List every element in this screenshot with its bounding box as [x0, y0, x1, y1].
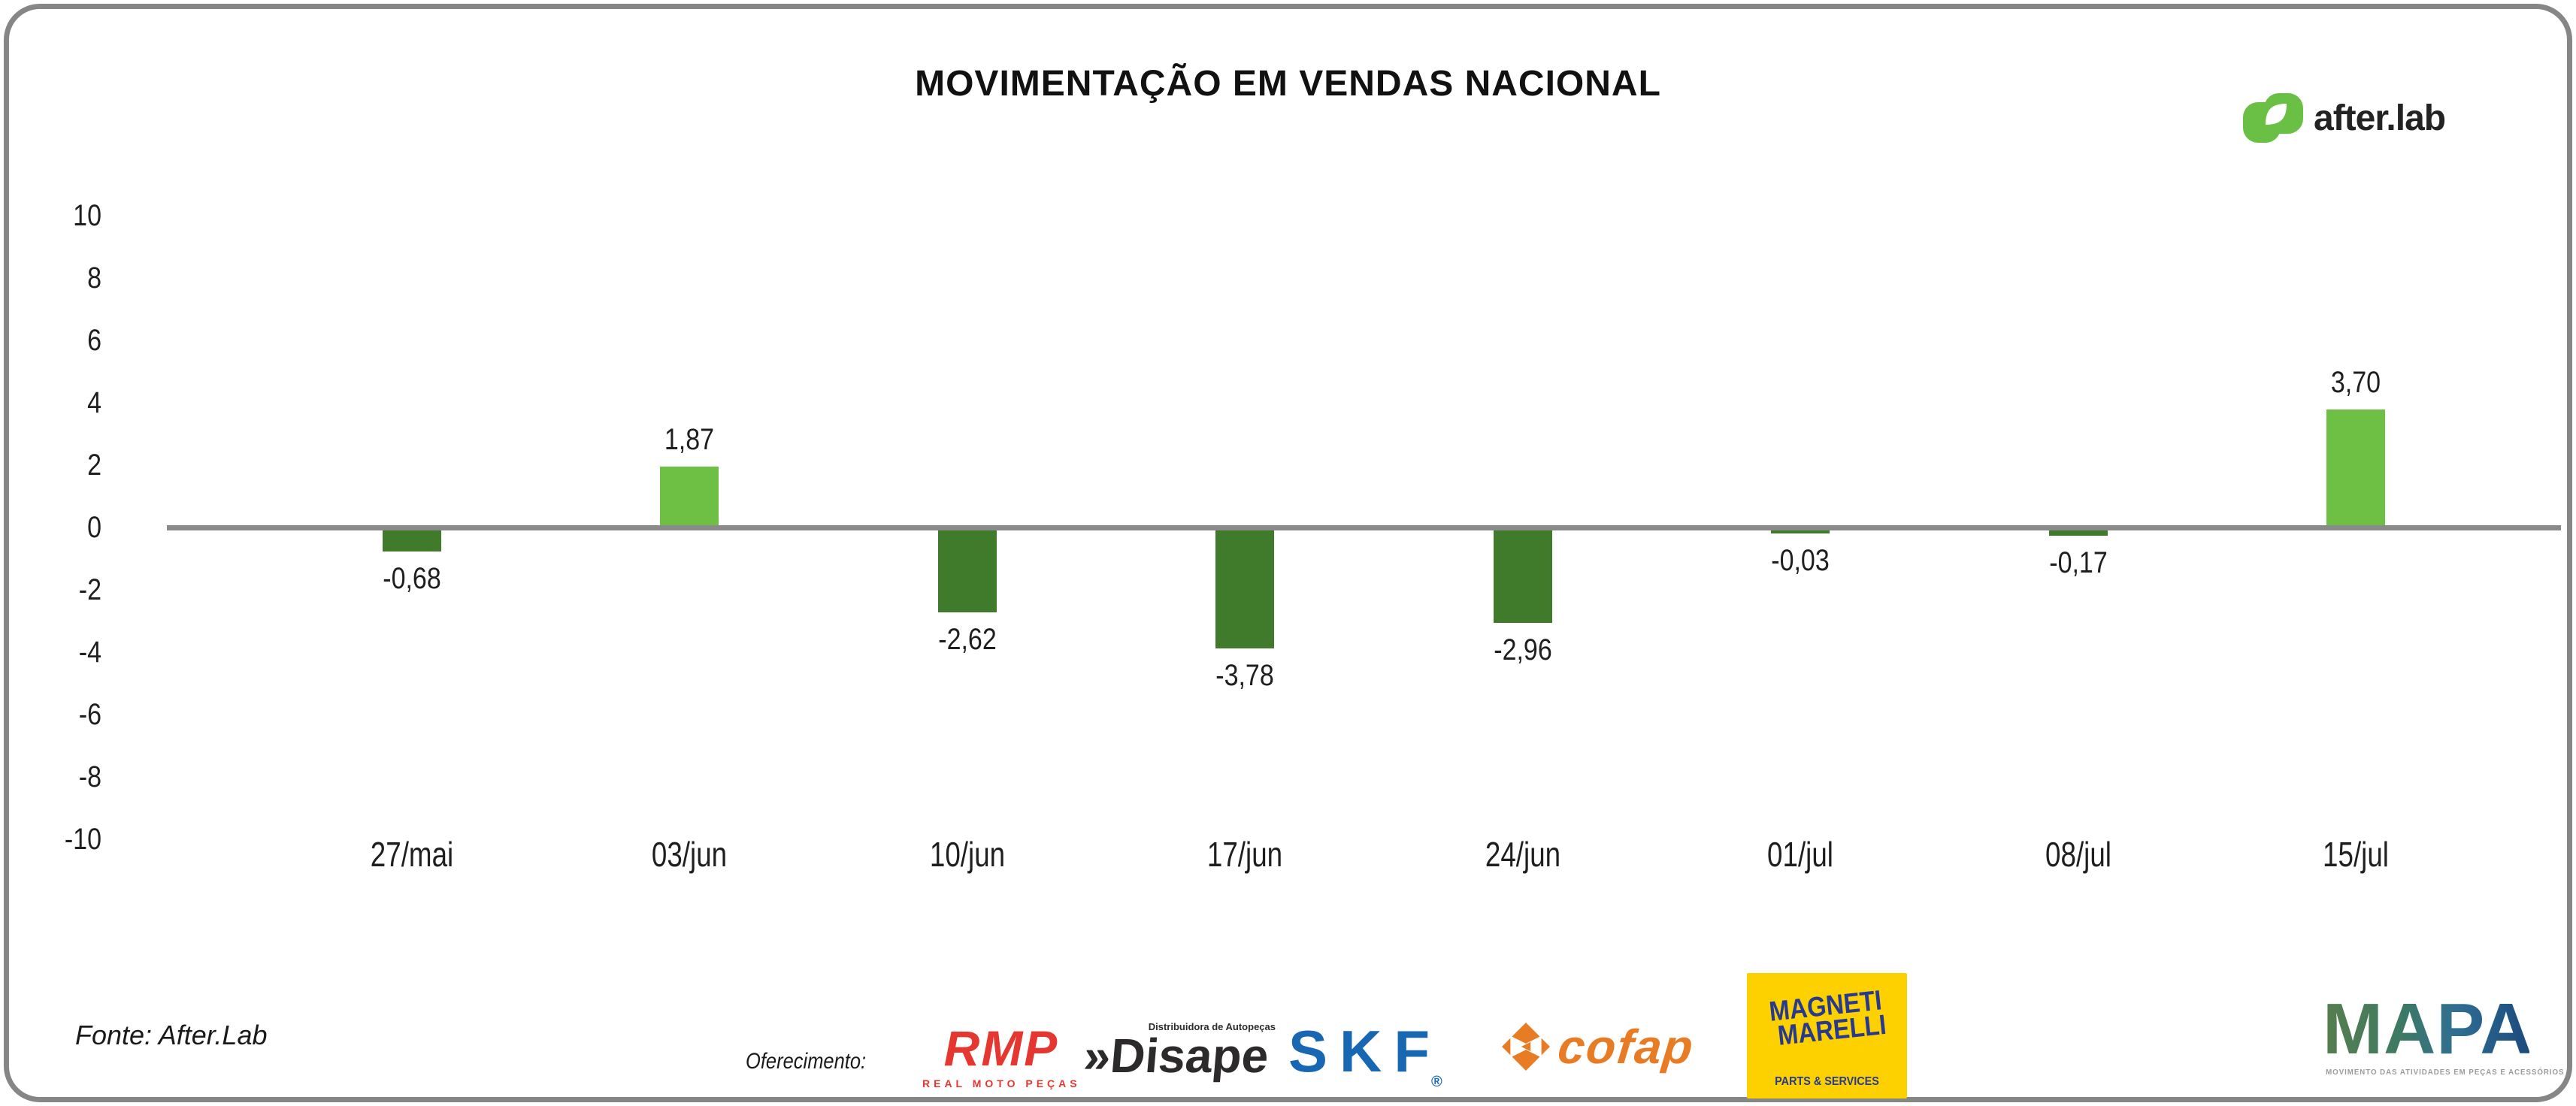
chart-column: 3,70 15/jul [2217, 9, 2495, 1097]
bar-value-label: -0,17 [2048, 546, 2108, 580]
chart-bar [2326, 409, 2385, 525]
cofap-diamond-icon [1502, 1023, 1550, 1071]
sponsor-label: Oferecimento: [746, 1049, 867, 1074]
chart-column: -2,62 10/jun [828, 9, 1106, 1097]
y-axis-tick-label: -4 [78, 636, 101, 669]
y-axis-tick-label: 10 [73, 199, 101, 232]
x-axis-label: 24/jun [1485, 835, 1560, 874]
y-axis-tick-label: 6 [87, 324, 101, 357]
bar-value-label: -3,78 [1215, 658, 1275, 692]
magneti-marelli-subtitle: PARTS & SERVICES [1775, 1075, 1879, 1088]
rmp-logo-subtitle: REAL MOTO PEÇAS [922, 1077, 1081, 1089]
x-axis-label: 08/jul [2045, 835, 2111, 874]
bar-value-label: -0,68 [383, 562, 441, 596]
x-axis-label: 27/mai [370, 835, 454, 874]
chart-bar [1215, 530, 1275, 648]
x-axis-label: 01/jul [1767, 835, 1834, 874]
chart-bar [660, 467, 719, 525]
y-axis-tick-label: 4 [87, 386, 101, 419]
rmp-logo-mark: RMP [943, 1020, 1059, 1076]
y-axis-tick-label: 0 [87, 511, 101, 544]
chart-column: 1,87 03/jun [550, 9, 828, 1097]
magneti-marelli-logo: MAGNETI MARELLI PARTS & SERVICES [1747, 973, 1907, 1098]
y-axis-tick-label: -2 [78, 573, 101, 606]
bar-value-label: 1,87 [664, 423, 715, 457]
y-axis-tick-label: -8 [78, 760, 101, 793]
disape-logo-text: Disape [1108, 1029, 1271, 1083]
x-axis-label: 03/jun [652, 835, 728, 874]
chart-bar [1493, 530, 1552, 623]
skf-registered-mark: ® [1431, 1074, 1442, 1090]
y-axis-tick-label: 2 [87, 449, 101, 482]
cofap-logo: cofap [1501, 1020, 1697, 1074]
disape-logo: Distribuidora de Autopeças »Disape [1082, 1020, 1276, 1102]
afterlab-leaf-icon [2243, 93, 2303, 143]
x-axis-label: 10/jun [929, 835, 1005, 874]
chart-title: MOVIMENTAÇÃO EM VENDAS NACIONAL [915, 64, 1661, 104]
zero-axis-line [167, 525, 2561, 530]
disape-logo-subtitle: Distribuidora de Autopeças [1148, 1021, 1276, 1032]
bar-value-label: -0,03 [1771, 544, 1830, 577]
chart-column: -2,96 24/jun [1384, 9, 1662, 1097]
x-axis-label: 17/jun [1207, 835, 1283, 874]
mapa-logo: MAPA MOVIMENTO DAS ATIVIDADES EM PEÇAS E… [2323, 989, 2565, 1077]
chart-bar [383, 530, 441, 552]
disape-logo-mark: »Disape [1082, 1029, 1271, 1083]
skf-logo-mark: SKF [1288, 1018, 1442, 1084]
bar-value-label: -2,62 [938, 622, 997, 656]
skf-logo: SKF® [1288, 1022, 1453, 1090]
afterlab-logo: after.lab [2243, 93, 2446, 143]
source-note: Fonte: After.Lab [75, 1020, 268, 1050]
chart-bar [1771, 530, 1830, 533]
chart-bar [2048, 530, 2108, 536]
mapa-logo-subtitle: MOVIMENTO DAS ATIVIDADES EM PEÇAS E ACES… [2326, 1068, 2565, 1077]
chart-column: -0,03 01/jul [1661, 9, 1939, 1097]
y-axis-tick-label: 8 [87, 261, 101, 295]
afterlab-logo-text: after.lab [2314, 98, 2446, 138]
y-axis-tick-label: -6 [78, 698, 101, 731]
magneti-marelli-wordmark: MAGNETI MARELLI [1758, 984, 1896, 1051]
chart-bar [937, 530, 997, 612]
chart-column: -3,78 17/jun [1106, 9, 1384, 1097]
chart-canvas: MOVIMENTAÇÃO EM VENDAS NACIONAL after.la… [4, 4, 2572, 1102]
cofap-logo-text: cofap [1555, 1020, 1697, 1074]
chart-column: -0,17 08/jul [1939, 9, 2217, 1097]
x-axis-label: 15/jul [2323, 835, 2389, 874]
y-axis-tick-label: -10 [64, 823, 101, 856]
bar-value-label: -2,96 [1493, 633, 1552, 666]
rmp-logo: RMP REAL MOTO PEÇAS [922, 1023, 1080, 1089]
bar-value-label: 3,70 [2330, 366, 2381, 400]
mapa-logo-mark: MAPA [2323, 989, 2533, 1069]
chart-column: -0,68 27/mai [273, 9, 551, 1097]
